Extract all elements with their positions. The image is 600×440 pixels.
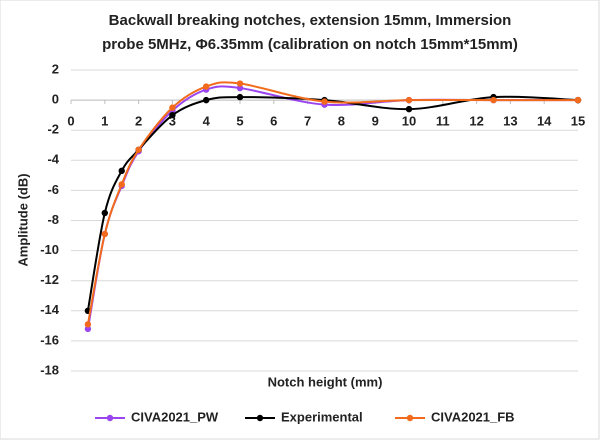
y-tick-label: -2 (47, 122, 59, 137)
x-tick-label: 3 (169, 114, 176, 129)
data-point (84, 321, 92, 328)
data-point (135, 146, 142, 153)
x-tick-label: 5 (236, 114, 243, 129)
y-tick-label: -8 (47, 212, 59, 227)
data-point (169, 104, 176, 111)
x-tick-label: 15 (571, 114, 585, 129)
chart-title: Backwall breaking notches, extension 15m… (109, 12, 512, 29)
data-point (101, 230, 109, 238)
data-point (118, 181, 125, 188)
x-tick-label: 13 (503, 114, 517, 129)
y-axis-label: Amplitude (dB) (15, 173, 30, 266)
y-tick-label: 0 (52, 92, 59, 107)
y-tick-label: -18 (40, 362, 59, 377)
data-point (203, 83, 210, 90)
data-point (405, 96, 413, 104)
x-tick-label: 0 (67, 114, 74, 129)
y-tick-label: -12 (40, 272, 59, 287)
x-tick-label: 7 (304, 114, 311, 129)
data-point (236, 93, 244, 101)
data-point (490, 96, 497, 104)
x-tick-label: 11 (436, 114, 450, 129)
data-point (405, 105, 413, 113)
legend-marker (106, 414, 114, 422)
data-point (118, 167, 125, 175)
data-point (169, 111, 176, 119)
x-axis-label: Notch height (mm) (268, 374, 383, 389)
x-tick-label: 9 (372, 114, 379, 129)
legend-marker (406, 414, 414, 422)
data-point (236, 80, 244, 87)
x-tick-label: 12 (469, 114, 483, 129)
x-tick-label: 4 (203, 114, 211, 129)
y-tick-label: -4 (47, 152, 59, 167)
series-line (86, 95, 579, 311)
y-tick-label: -14 (40, 302, 60, 317)
legend-label: CIVA2021_FB (431, 409, 515, 424)
legend-marker (256, 414, 264, 422)
series-line (86, 81, 578, 325)
legend-label: Experimental (281, 409, 363, 424)
data-point (321, 98, 328, 105)
x-tick-label: 14 (537, 114, 552, 129)
chart-title: probe 5MHz, Φ6.35mm (calibration on notc… (102, 36, 518, 53)
data-point (236, 84, 244, 92)
y-tick-label: -16 (40, 332, 59, 347)
x-tick-label: 8 (338, 114, 345, 129)
x-tick-label: 10 (402, 114, 416, 129)
x-tick-label: 2 (135, 114, 142, 129)
data-point (101, 209, 109, 217)
y-tick-label: -6 (47, 182, 59, 197)
data-point (84, 325, 92, 333)
data-point (203, 96, 210, 104)
y-tick-label: 2 (52, 61, 59, 76)
legend-label: CIVA2021_PW (131, 409, 219, 424)
data-point (574, 96, 582, 104)
y-tick-label: -10 (40, 242, 59, 257)
x-tick-label: 1 (101, 114, 108, 129)
x-tick-label: 6 (270, 114, 277, 129)
